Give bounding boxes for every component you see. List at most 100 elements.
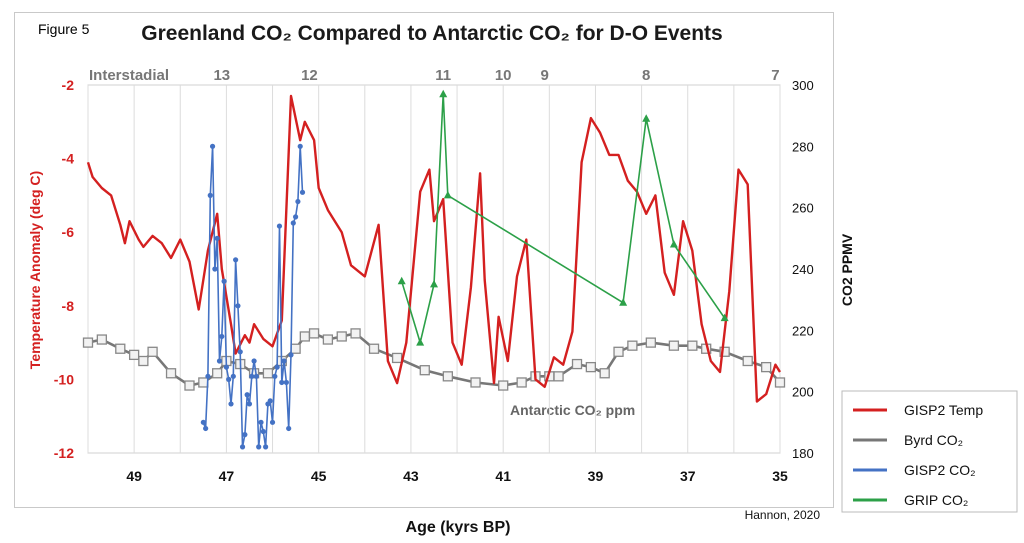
- data-point: [288, 352, 294, 358]
- x-tick-label: 37: [680, 468, 696, 484]
- data-point: [244, 392, 250, 398]
- data-point: [645, 337, 656, 348]
- x-tick-label: 47: [219, 468, 235, 484]
- data-point: [470, 377, 481, 388]
- data-point: [184, 380, 195, 391]
- data-point: [290, 343, 301, 354]
- interstadial-numbers: 13 12 11 10 9 8 7: [213, 67, 779, 84]
- legend-label: GISP2 Temp: [904, 402, 983, 418]
- data-point: [212, 266, 218, 272]
- data-point: [283, 379, 289, 386]
- data-point: [397, 276, 406, 285]
- data-point: [258, 419, 264, 425]
- axis-ticks: 49 47 45 43 41 39 37 35 -12 -10 -8 -6 -4 -2 180 200 220 2…: [54, 77, 814, 484]
- data-point: [239, 444, 246, 450]
- chart-frame: [14, 12, 834, 508]
- data-point: [223, 364, 229, 370]
- data-point: [209, 143, 216, 149]
- interstadial-label: Interstadial: [89, 67, 169, 84]
- data-point: [251, 358, 257, 364]
- data-point: [391, 352, 403, 364]
- data-point: [553, 371, 564, 382]
- data-point: [233, 257, 239, 263]
- data-point: [263, 444, 269, 450]
- y-right-tick-label: 200: [792, 385, 814, 400]
- y-left-tick-label: -2: [62, 77, 75, 93]
- y-axis-right-title: CO2 PPMV: [839, 233, 855, 306]
- data-point: [205, 373, 211, 379]
- data-point: [237, 349, 243, 355]
- data-point: [322, 334, 334, 345]
- data-point: [297, 143, 303, 149]
- interstadial-number: 13: [213, 67, 230, 84]
- data-point: [619, 298, 628, 306]
- data-point: [165, 368, 177, 379]
- y-left-tick-label: -10: [54, 371, 74, 387]
- x-tick-label: 45: [311, 468, 327, 484]
- data-point: [207, 192, 213, 198]
- data-point: [720, 313, 729, 322]
- data-point: [230, 373, 236, 379]
- series-line: [202, 145, 304, 448]
- data-point: [290, 220, 296, 226]
- chart-title: Greenland CO₂ Compared to Antarctic CO₂ …: [141, 22, 722, 45]
- series-2: [200, 143, 306, 450]
- data-point: [761, 361, 772, 373]
- data-point: [571, 358, 583, 370]
- data-point: [276, 223, 283, 229]
- data-point: [585, 361, 597, 373]
- series-line: [86, 94, 782, 403]
- data-point: [516, 377, 527, 388]
- y-right-tick-label: 300: [792, 78, 814, 93]
- data-point: [308, 328, 320, 339]
- antarctic-annotation: Antarctic CO₂ ppm: [510, 402, 635, 418]
- data-point: [82, 337, 94, 348]
- data-point: [198, 377, 209, 388]
- y-right-tick-label: 220: [792, 323, 814, 338]
- data-point: [216, 358, 223, 364]
- interstadial-number: 11: [435, 67, 451, 84]
- series-1: [82, 328, 786, 391]
- interstadial-number: 7: [771, 67, 779, 84]
- data-point: [293, 214, 299, 220]
- data-point: [613, 346, 624, 357]
- data-point: [219, 333, 225, 340]
- data-point: [228, 401, 234, 407]
- data-point: [295, 198, 301, 205]
- x-tick-label: 49: [126, 468, 142, 484]
- data-point: [416, 338, 425, 346]
- grid-lines: [87, 84, 781, 454]
- data-point: [262, 368, 274, 379]
- y-left-tick-label: -4: [62, 151, 75, 167]
- data-point: [430, 279, 438, 288]
- data-point: [668, 340, 680, 351]
- data-point: [115, 343, 126, 354]
- interstadial-number: 8: [642, 67, 650, 84]
- data-point: [498, 380, 509, 391]
- data-point: [249, 373, 255, 379]
- x-axis-title: Age (kyrs BP): [406, 519, 511, 536]
- series-0: [86, 94, 782, 403]
- data-point: [269, 419, 276, 425]
- data-point: [350, 328, 361, 339]
- data-point: [669, 239, 678, 248]
- data-point: [212, 368, 223, 379]
- interstadial-number: 10: [495, 67, 512, 84]
- data-point: [200, 419, 206, 425]
- x-tick-label: 43: [403, 468, 419, 484]
- data-point: [203, 425, 209, 432]
- data-point: [242, 432, 248, 438]
- data-point: [299, 331, 310, 342]
- data-point: [226, 376, 232, 382]
- y-left-tick-label: -12: [54, 445, 74, 461]
- data-point: [147, 346, 158, 357]
- legend-label: GISP2 CO₂: [904, 462, 976, 478]
- y-left-tick-label: -6: [62, 224, 75, 240]
- data-point: [742, 355, 753, 367]
- data-point: [286, 425, 292, 432]
- x-tick-label: 39: [588, 468, 604, 484]
- data-point: [96, 334, 107, 345]
- data-point: [627, 340, 638, 351]
- figure-label: Figure 5: [38, 21, 90, 37]
- interstadial-number: 12: [301, 67, 318, 84]
